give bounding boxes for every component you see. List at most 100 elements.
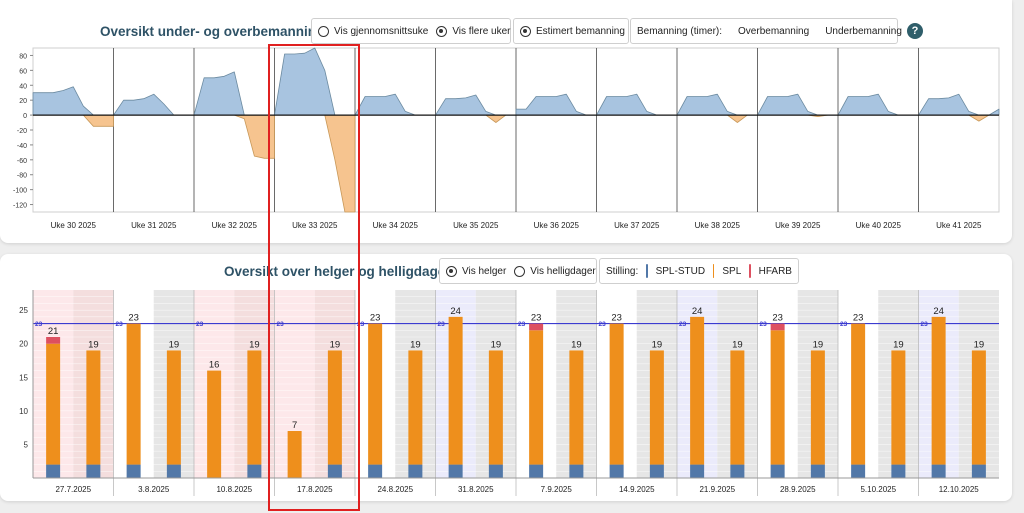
staffing-legend: Bemanning (timer): Overbemanning Underbe… [630, 18, 902, 44]
option-multiple-weeks-label: Vis flere uker [452, 25, 511, 37]
spl-stud-bar [247, 464, 262, 478]
y-tick-label: -80 [17, 173, 27, 180]
x-tick-label: Uke 30 2025 [51, 221, 97, 230]
target-line-label: 23 [599, 321, 607, 328]
y-tick-label: -20 [17, 128, 27, 135]
spl-bar [408, 350, 423, 465]
spl-bar [207, 370, 222, 478]
bar-total-label: 23 [772, 313, 783, 324]
target-line-label: 23 [438, 321, 446, 328]
radio-icon[interactable] [318, 25, 329, 37]
x-tick-label: 12.10.2025 [939, 485, 980, 494]
y-tick-label: 25 [19, 306, 28, 315]
bar-total-label: 23 [370, 313, 381, 324]
spl-bar [649, 350, 664, 465]
legend-spl-stud-swatch [646, 264, 648, 278]
x-tick-label: 14.9.2025 [619, 485, 655, 494]
spl-stud-bar [931, 464, 946, 478]
target-line-label: 23 [679, 321, 687, 328]
x-tick-label: Uke 39 2025 [775, 221, 821, 230]
bar-total-label: 19 [410, 339, 421, 350]
bar-total-label: 19 [169, 339, 180, 350]
y-tick-label: 0 [23, 113, 27, 120]
spl-stud-bar [730, 464, 745, 478]
x-tick-label: Uke 34 2025 [373, 221, 419, 230]
bar-total-label: 16 [209, 360, 220, 371]
staffing-area-chart: 80 60 40 20 0 -20 -40 -60 -80 -100 -120 Uke 30 2025… [13, 47, 1000, 230]
x-tick-label: 24.8.2025 [377, 485, 413, 494]
x-tick-label: 31.8.2025 [458, 485, 494, 494]
option-holidays[interactable]: Vis helligdager [514, 265, 596, 277]
legend-label: Bemanning (timer): [637, 25, 723, 37]
target-line-label: 23 [921, 321, 929, 328]
spl-bar [166, 350, 181, 465]
option-multiple-weeks[interactable]: Vis flere uker [436, 25, 511, 37]
spl-stud-bar [649, 464, 664, 478]
x-tick-label: Uke 38 2025 [695, 221, 741, 230]
spl-bar [730, 350, 745, 465]
spl-stud-bar [368, 464, 383, 478]
option-average-week-label: Vis gjennomsnittsuke [334, 25, 429, 37]
spl-stud-bar [166, 464, 181, 478]
target-line-label: 23 [760, 321, 768, 328]
spl-stud-bar [86, 464, 101, 478]
spl-stud-bar [327, 464, 342, 478]
x-tick-label: Uke 41 2025 [936, 221, 982, 230]
option-weekends[interactable]: Vis helger [446, 265, 507, 277]
position-legend: Stilling: SPL-STUD SPL HFARB [599, 258, 799, 284]
option-estimated-label: Estimert bemanning [536, 25, 625, 37]
bar-total-label: 23 [531, 313, 542, 324]
x-tick-label: 5.10.2025 [860, 485, 896, 494]
target-line-label: 23 [840, 321, 848, 328]
bar-total-label: 7 [292, 420, 297, 431]
y-tick-label: 10 [19, 407, 28, 416]
spl-bar [287, 431, 302, 478]
hfarb-bar [46, 337, 61, 344]
radio-selected-icon[interactable] [520, 25, 531, 37]
radio-selected-icon[interactable] [446, 265, 457, 277]
option-average-week[interactable]: Vis gjennomsnittsuke [318, 25, 429, 37]
bar-total-label: 19 [491, 339, 502, 350]
target-line-label: 23 [116, 321, 124, 328]
x-tick-label: Uke 33 2025 [292, 221, 338, 230]
x-tick-label: 28.9.2025 [780, 485, 816, 494]
x-tick-label: 7.9.2025 [541, 485, 573, 494]
option-holidays-label: Vis helligdager [530, 265, 596, 277]
bar-total-label: 19 [813, 339, 824, 350]
bar-total-label: 19 [249, 339, 260, 350]
spl-bar [851, 323, 866, 465]
spl-bar [891, 350, 906, 465]
bar-total-label: 23 [853, 313, 864, 324]
bar-total-label: 24 [933, 306, 944, 317]
x-tick-label: 3.8.2025 [138, 485, 170, 494]
spl-bar [529, 330, 544, 465]
y-tick-label: -120 [13, 203, 27, 210]
staffing-chart-title: Oversikt under- og overbemanning [100, 24, 325, 39]
help-icon[interactable]: ? [907, 23, 923, 39]
bar-total-label: 23 [128, 313, 139, 324]
spl-bar [448, 316, 463, 465]
spl-stud-bar [408, 464, 423, 478]
bar-total-label: 19 [893, 339, 904, 350]
spl-bar [126, 323, 141, 465]
target-line-label: 23 [518, 321, 526, 328]
x-tick-label: 21.9.2025 [699, 485, 735, 494]
spl-stud-bar [609, 464, 624, 478]
radio-icon[interactable] [514, 265, 526, 277]
target-line-label: 23 [196, 321, 204, 328]
y-tick-label: 15 [19, 373, 28, 382]
radio-selected-icon[interactable] [436, 25, 448, 37]
x-tick-label: Uke 37 2025 [614, 221, 660, 230]
estimated-staffing-toggle: Estimert bemanning [513, 18, 629, 44]
option-weekends-label: Vis helger [462, 265, 507, 277]
option-estimated[interactable]: Estimert bemanning [520, 25, 625, 37]
hfarb-bar [770, 323, 785, 331]
target-line-label: 23 [277, 321, 285, 328]
y-tick-label: 20 [19, 98, 27, 105]
x-tick-label: Uke 32 2025 [212, 221, 258, 230]
bar-total-label: 19 [88, 339, 99, 350]
spl-bar [971, 350, 986, 465]
spl-bar [46, 343, 61, 465]
bar-total-label: 19 [652, 339, 663, 350]
overstaffing-area [32, 47, 1000, 116]
